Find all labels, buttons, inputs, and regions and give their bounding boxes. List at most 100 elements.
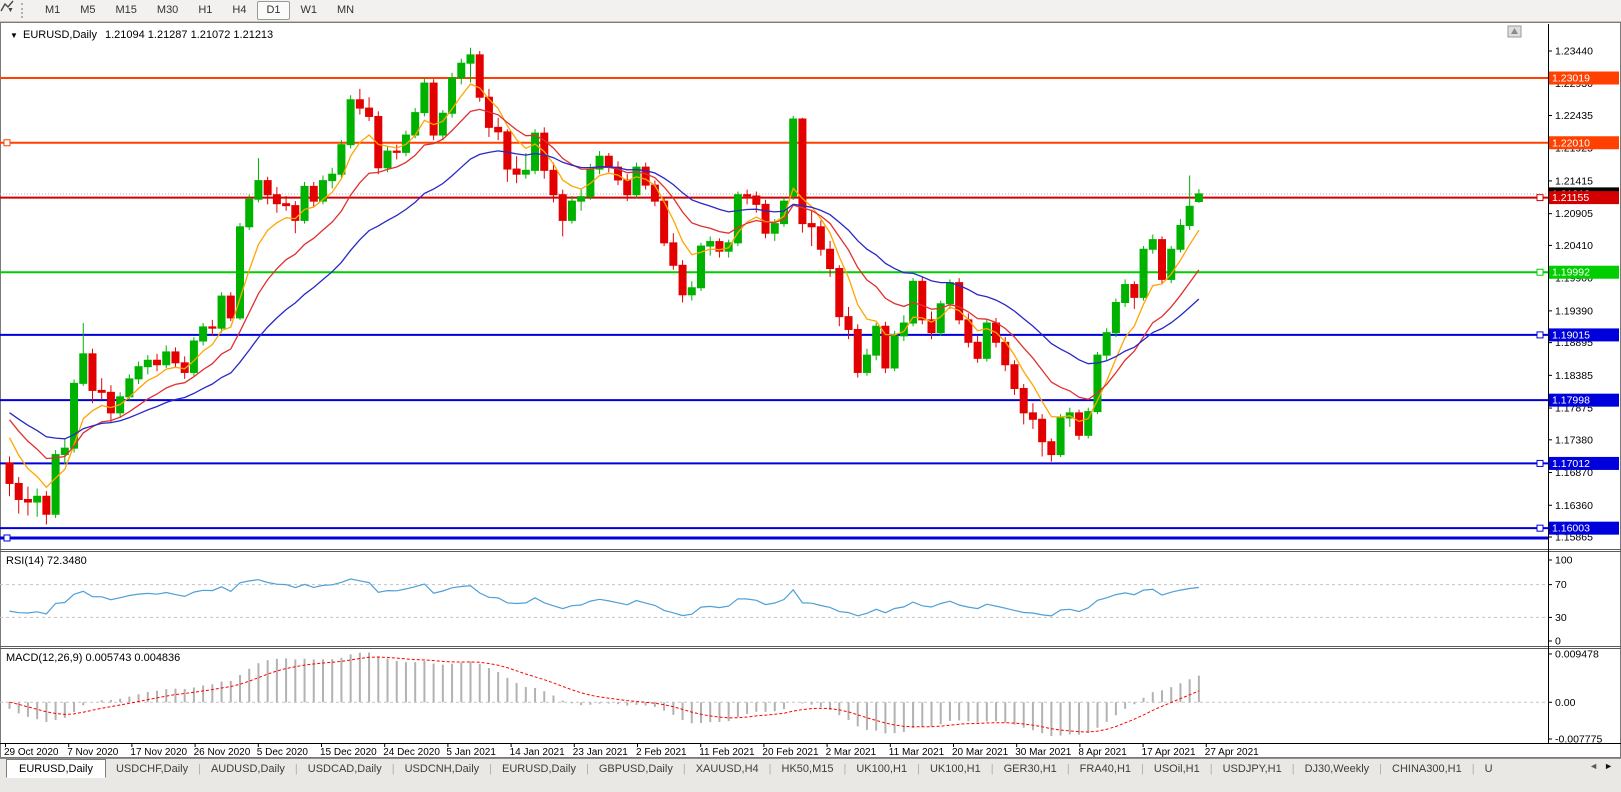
- timeframe-button-d1[interactable]: D1: [257, 1, 290, 20]
- chart-tab-hk50-m15[interactable]: HK50,M15: [781, 762, 834, 775]
- chart-tab-usdchf-daily[interactable]: USDCHF,Daily: [115, 762, 189, 775]
- chart-tab-eurusd-daily[interactable]: EURUSD,Daily: [502, 762, 576, 775]
- candle-body: [697, 245, 705, 289]
- candle-body: [346, 99, 355, 146]
- candle-body: [595, 155, 604, 170]
- timeframe-button-m30[interactable]: M30: [156, 4, 179, 16]
- tab-separator: |: [682, 762, 686, 775]
- candle-body: [33, 495, 42, 503]
- date-label: 2 Mar 2021: [826, 747, 877, 758]
- chart-tab-fra40-h1[interactable]: FRA40,H1: [1079, 762, 1132, 775]
- candle-body: [715, 241, 724, 252]
- rsi-indicator-label: RSI(14) 72.3480: [6, 555, 87, 567]
- chart-tab-china300-h1[interactable]: CHINA300,H1: [1392, 762, 1462, 775]
- candle-body: [365, 107, 374, 117]
- rsi-tick-label: 30: [1555, 612, 1567, 624]
- candle-body: [844, 316, 853, 330]
- line-studies-icon[interactable]: ▼: [0, 0, 17, 15]
- candle-body: [1028, 412, 1037, 420]
- macd-tick-label: 0.00: [1555, 697, 1576, 709]
- tab-separator: |: [990, 762, 994, 775]
- scroll-tabs-left-icon[interactable]: ◄: [1589, 761, 1599, 771]
- timeframe-button-m5[interactable]: M5: [80, 4, 96, 16]
- line-handle[interactable]: [1536, 331, 1544, 339]
- candle-body: [5, 462, 14, 484]
- toolbar-grip[interactable]: [20, 3, 24, 18]
- line-price-box: [1549, 191, 1619, 205]
- rsi-tick-label: 70: [1555, 579, 1567, 591]
- date-label: 17 Apr 2021: [1142, 747, 1196, 758]
- candle-body: [199, 326, 208, 342]
- chart-tab-xauusd-h4[interactable]: XAUUSD,H4: [695, 762, 759, 775]
- rsi-tick-label: 0: [1555, 636, 1561, 648]
- line-handle[interactable]: [1536, 194, 1544, 202]
- candle-body: [604, 155, 613, 168]
- chart-tab-dj30-weekly[interactable]: DJ30,Weekly: [1304, 762, 1370, 775]
- title-dropdown-icon[interactable]: ▼: [10, 31, 18, 40]
- price-tick-label: 1.23440: [1555, 46, 1593, 58]
- price-tick-label: 1.18385: [1555, 370, 1593, 382]
- candle-body: [171, 351, 180, 364]
- candle-body: [392, 150, 401, 153]
- chart-tab-usoil-h1[interactable]: USOil,H1: [1153, 762, 1200, 775]
- chart-tab-gbpusd-daily[interactable]: GBPUSD,Daily: [598, 762, 673, 775]
- timeframe-button-m15[interactable]: M15: [115, 4, 137, 16]
- candle-body: [816, 226, 825, 250]
- candle-body: [1056, 417, 1065, 456]
- scroll-tabs-right-icon[interactable]: ►: [1604, 761, 1613, 771]
- chart-tab-uk100-h1[interactable]: UK100,H1: [929, 762, 981, 775]
- line-handle[interactable]: [3, 139, 11, 147]
- date-label: 11 Mar 2021: [889, 747, 945, 758]
- timeframe-button-w1[interactable]: W1: [300, 4, 318, 16]
- tab-separator: |: [1379, 762, 1383, 775]
- candle-body: [614, 166, 623, 181]
- candle-body: [733, 194, 742, 244]
- timeframe-button-m1[interactable]: M1: [44, 4, 61, 16]
- candle-body: [429, 82, 438, 136]
- moving-average-26: [9, 150, 1200, 440]
- chart-tab-eurusd-daily[interactable]: EURUSD,Daily: [6, 759, 106, 778]
- candle-body: [300, 185, 309, 221]
- candle-body: [807, 223, 816, 228]
- line-handle[interactable]: [1536, 459, 1544, 467]
- candle-body: [1158, 239, 1166, 280]
- candle-body: [789, 118, 798, 197]
- date-label: 5 Jan 2021: [446, 747, 496, 758]
- tab-separator: |: [586, 762, 589, 775]
- candle-body: [134, 366, 143, 380]
- candle-body: [272, 194, 281, 205]
- candle-body: [337, 144, 346, 175]
- candle-body: [531, 132, 540, 171]
- line-price-label: 1.19015: [1552, 329, 1590, 341]
- chart-tab-usdcnh-daily[interactable]: USDCNH,Daily: [404, 762, 480, 775]
- macd-histogram: [8, 652, 1200, 737]
- tab-separator: |: [198, 762, 201, 775]
- price-tick-label: 1.19390: [1555, 305, 1593, 317]
- chart-tab-audusd-daily[interactable]: AUDUSD,Daily: [210, 762, 285, 775]
- chart-tab-uk100-h1[interactable]: UK100,H1: [856, 762, 908, 775]
- line-chart-glyph: [0, 0, 14, 12]
- line-price-box: [1549, 328, 1619, 342]
- timeframe-button-h1[interactable]: H1: [198, 4, 213, 16]
- candle-body: [494, 126, 503, 133]
- scroll-marker-triangle-icon: [1511, 28, 1518, 34]
- tab-separator: |: [1066, 762, 1070, 775]
- chart-tab-usdcad-daily[interactable]: USDCAD,Daily: [307, 762, 382, 775]
- price-tick-label: 1.20905: [1555, 208, 1593, 220]
- timeframe-button-mn[interactable]: MN: [337, 4, 355, 16]
- candle-body: [355, 99, 364, 109]
- candle-body: [1167, 248, 1176, 280]
- chart-tab-ger30-h1[interactable]: GER30,H1: [1003, 762, 1057, 775]
- chart-tab-usdjpy-h1[interactable]: USDJPY,H1: [1222, 762, 1282, 775]
- date-label: 24 Dec 2020: [383, 747, 440, 758]
- tab-separator: |: [917, 762, 920, 775]
- line-handle[interactable]: [1536, 524, 1544, 532]
- line-handle[interactable]: [1536, 268, 1544, 276]
- line-handle[interactable]: [3, 534, 11, 542]
- candle-body: [641, 166, 650, 186]
- chart-tab-u[interactable]: U: [1484, 762, 1493, 775]
- line-price-label: 1.16003: [1552, 523, 1590, 535]
- date-label: 23 Jan 2021: [573, 747, 628, 758]
- timeframe-button-h4[interactable]: H4: [232, 4, 247, 16]
